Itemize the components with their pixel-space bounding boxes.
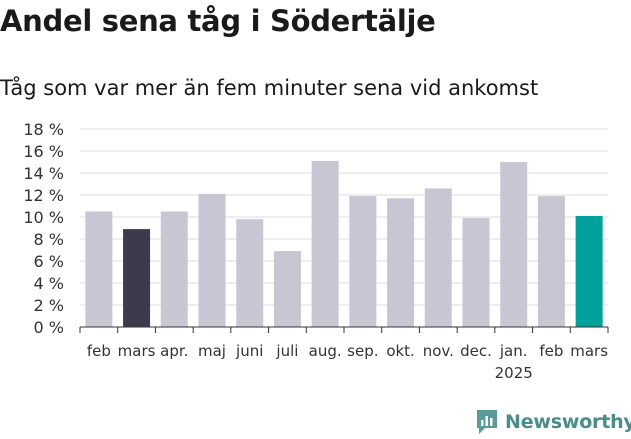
bar xyxy=(424,188,452,327)
chart-title: Andel sena tåg i Södertälje xyxy=(0,4,436,38)
x-tick-label: aug. xyxy=(309,342,342,360)
brand-logo[interactable]: Newsworthy xyxy=(475,407,631,437)
x-tick-label: mars xyxy=(570,342,608,360)
newsworthy-logo-icon xyxy=(477,410,497,434)
bar xyxy=(85,211,113,327)
y-tick-label: 0 % xyxy=(34,318,64,337)
bar xyxy=(311,160,339,327)
bar xyxy=(160,211,188,327)
x-tick-label: juli xyxy=(275,342,298,360)
bar xyxy=(537,196,565,327)
bar xyxy=(198,193,226,327)
bar xyxy=(349,196,377,327)
y-tick-label: 12 % xyxy=(23,186,64,205)
bar xyxy=(273,251,301,327)
x-tick-label: feb xyxy=(539,342,563,360)
y-tick-label: 16 % xyxy=(23,142,64,161)
x-year-label: 2025 xyxy=(495,364,533,382)
bar xyxy=(462,218,490,327)
chart-subtitle: Tåg som var mer än fem minuter sena vid … xyxy=(0,76,539,100)
y-tick-label: 4 % xyxy=(34,274,64,293)
bar xyxy=(236,219,264,327)
x-tick-label: jan. xyxy=(499,342,528,360)
x-tick-label: mars xyxy=(118,342,156,360)
x-tick-label: maj xyxy=(198,342,226,360)
y-tick-label: 18 % xyxy=(23,120,64,139)
y-tick-label: 8 % xyxy=(34,230,64,249)
x-tick-label: okt. xyxy=(386,342,415,360)
brand-name: Newsworthy xyxy=(505,411,631,433)
x-tick-label: feb xyxy=(87,342,111,360)
y-tick-label: 14 % xyxy=(23,164,64,183)
x-tick-label: nov. xyxy=(423,342,454,360)
y-tick-label: 10 % xyxy=(23,208,64,227)
x-tick-label: juni xyxy=(235,342,263,360)
x-tick-label: apr. xyxy=(160,342,188,360)
x-tick-label: sep. xyxy=(347,342,378,360)
x-tick-label: dec. xyxy=(460,342,492,360)
bar xyxy=(500,162,528,327)
y-tick-label: 6 % xyxy=(34,252,64,271)
bar xyxy=(123,229,151,327)
bar xyxy=(387,198,415,327)
bar xyxy=(575,215,603,327)
y-tick-label: 2 % xyxy=(34,296,64,315)
